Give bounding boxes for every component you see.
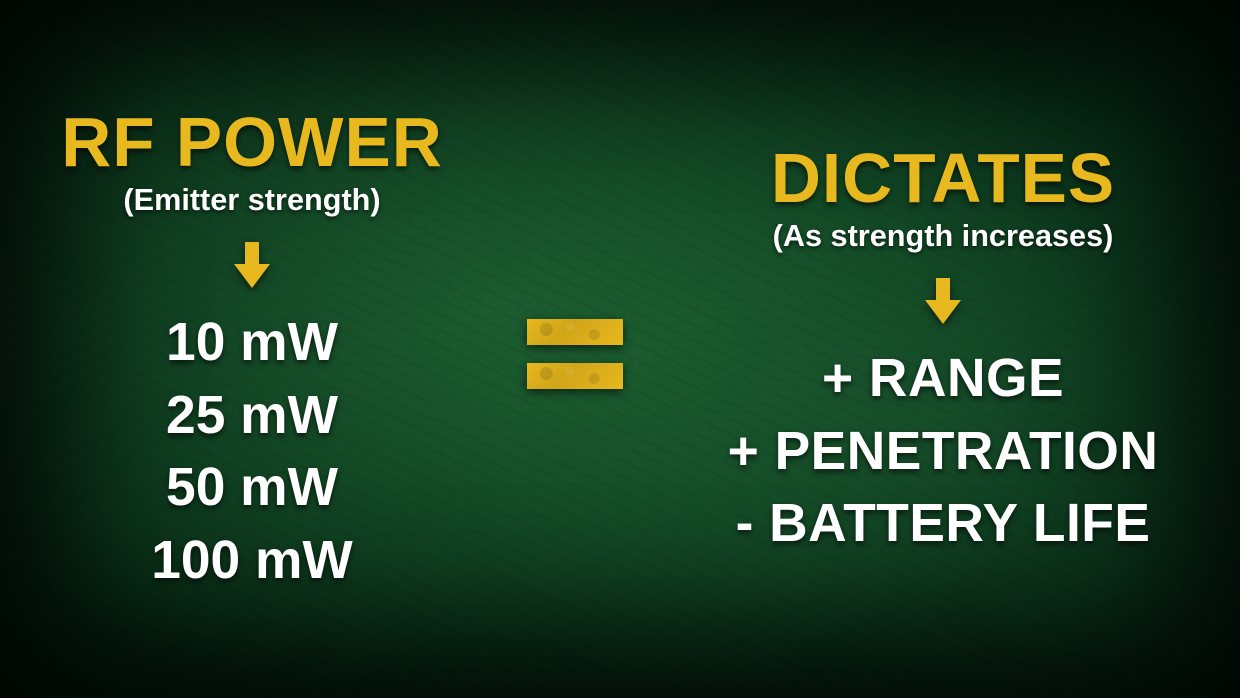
right-column: DICTATES (As strength increases) + RANGE… xyxy=(683,144,1203,554)
effect-item: + PENETRATION xyxy=(728,423,1159,482)
power-level-item: 10 mW xyxy=(166,314,338,373)
power-level-item: 100 mW xyxy=(151,532,353,591)
right-heading: DICTATES xyxy=(771,144,1115,213)
left-subheading: (Emitter strength) xyxy=(123,183,380,218)
right-subheading: (As strength increases) xyxy=(773,219,1114,254)
down-arrow-icon xyxy=(923,276,963,326)
effect-item: + RANGE xyxy=(822,350,1064,409)
equals-bar-bottom xyxy=(527,363,623,389)
effect-item: - BATTERY LIFE xyxy=(736,495,1151,554)
left-column: RF POWER (Emitter strength) 10 mW 25 mW … xyxy=(37,108,467,591)
down-arrow-icon xyxy=(232,240,272,290)
equals-bar-top xyxy=(527,319,623,345)
power-level-item: 25 mW xyxy=(166,387,338,446)
power-level-item: 50 mW xyxy=(166,459,338,518)
equals-icon xyxy=(527,319,623,389)
effects-list: + RANGE + PENETRATION - BATTERY LIFE xyxy=(728,350,1159,554)
left-heading: RF POWER xyxy=(61,108,443,177)
content-stage: RF POWER (Emitter strength) 10 mW 25 mW … xyxy=(0,0,1240,698)
power-levels-list: 10 mW 25 mW 50 mW 100 mW xyxy=(151,314,353,591)
